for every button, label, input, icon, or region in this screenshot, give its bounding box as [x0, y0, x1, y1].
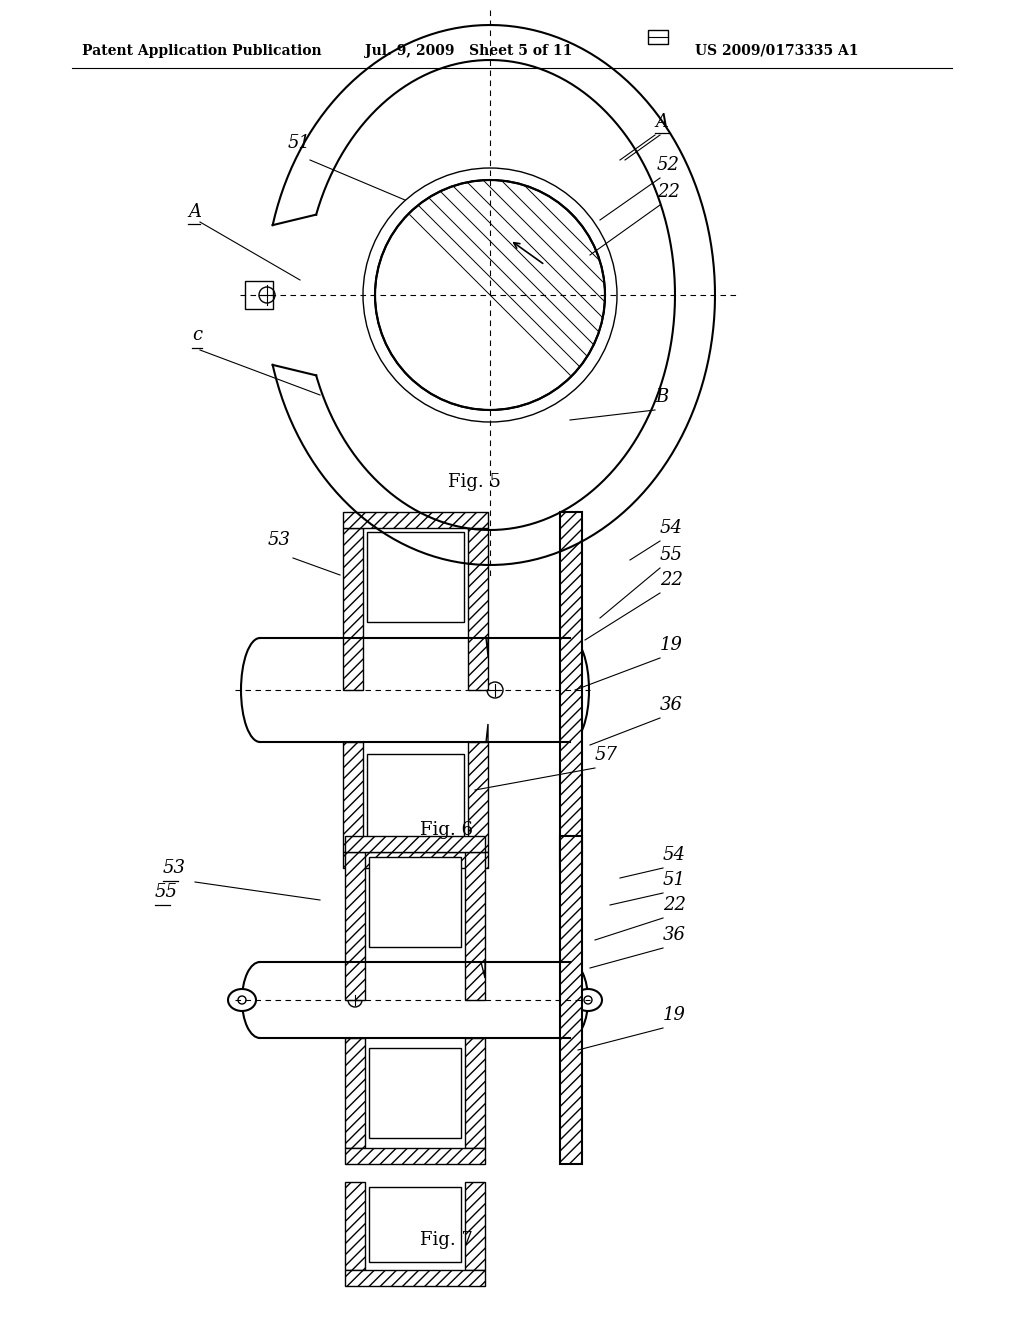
Bar: [343, 512, 488, 528]
Bar: [465, 1038, 485, 1148]
Text: Fig. 6: Fig. 6: [420, 821, 473, 840]
Bar: [648, 30, 668, 44]
Ellipse shape: [242, 962, 278, 1038]
Bar: [468, 528, 488, 690]
Text: 52: 52: [657, 156, 680, 174]
Bar: [369, 1187, 461, 1262]
Text: 53: 53: [163, 859, 186, 876]
Text: 19: 19: [660, 636, 683, 653]
Polygon shape: [468, 638, 488, 656]
Bar: [345, 1038, 365, 1148]
Text: c: c: [193, 326, 202, 345]
Text: 54: 54: [660, 519, 683, 537]
Ellipse shape: [574, 989, 602, 1011]
Bar: [245, 281, 273, 309]
Text: A: A: [655, 114, 668, 131]
Text: A: A: [188, 203, 201, 220]
Text: 19: 19: [663, 1006, 686, 1024]
Bar: [369, 1048, 461, 1138]
Text: 57: 57: [595, 746, 618, 764]
Text: 22: 22: [663, 896, 686, 913]
Circle shape: [375, 180, 605, 411]
Ellipse shape: [552, 962, 588, 1038]
Text: Fig. 7: Fig. 7: [420, 1232, 473, 1249]
Text: 51: 51: [288, 135, 311, 152]
Bar: [468, 742, 488, 851]
Bar: [560, 836, 582, 1164]
Text: B: B: [655, 388, 669, 407]
Text: 22: 22: [660, 572, 683, 589]
Text: 55: 55: [660, 546, 683, 564]
Bar: [345, 836, 485, 851]
Circle shape: [238, 997, 246, 1005]
Text: 36: 36: [663, 927, 686, 944]
Bar: [260, 962, 570, 1038]
Circle shape: [584, 997, 592, 1005]
Bar: [560, 512, 582, 869]
Bar: [345, 1270, 485, 1286]
Text: 51: 51: [663, 871, 686, 888]
Ellipse shape: [241, 638, 279, 742]
Polygon shape: [465, 962, 485, 978]
Bar: [343, 528, 362, 690]
Text: 22: 22: [657, 183, 680, 201]
Text: 55: 55: [155, 883, 178, 902]
Bar: [465, 1181, 485, 1270]
Ellipse shape: [551, 638, 589, 742]
Bar: [465, 851, 485, 1001]
Bar: [343, 742, 362, 851]
Bar: [367, 754, 464, 840]
Ellipse shape: [228, 989, 256, 1011]
Bar: [367, 532, 464, 622]
Text: 54: 54: [663, 846, 686, 865]
Polygon shape: [468, 723, 488, 742]
Text: Jul. 9, 2009   Sheet 5 of 11: Jul. 9, 2009 Sheet 5 of 11: [365, 44, 572, 58]
Text: Patent Application Publication: Patent Application Publication: [82, 44, 322, 58]
Text: Fig. 5: Fig. 5: [449, 473, 501, 491]
Text: 53: 53: [268, 531, 291, 549]
Bar: [369, 857, 461, 946]
Bar: [345, 1181, 365, 1270]
Bar: [345, 1148, 485, 1164]
Text: 36: 36: [660, 696, 683, 714]
Bar: [343, 851, 488, 869]
Bar: [345, 851, 365, 1001]
Text: US 2009/0173335 A1: US 2009/0173335 A1: [695, 44, 858, 58]
Bar: [260, 638, 570, 742]
